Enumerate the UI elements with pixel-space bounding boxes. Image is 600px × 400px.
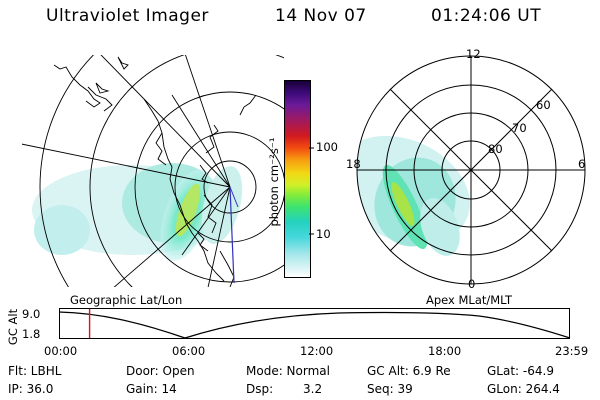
color-scale-bar <box>284 80 311 278</box>
apex-panel-label: Apex MLat/MLT <box>426 293 513 307</box>
mlt-label-18: 18 <box>346 157 361 171</box>
color-scale-ticks <box>309 147 314 235</box>
gc-alt-info: GC Alt: 6.9 Re <box>367 364 451 378</box>
altitude-tick-low: 1.8 <box>22 327 41 341</box>
mlat-label-70: 70 <box>512 121 527 135</box>
altitude-curve <box>58 311 571 339</box>
date-label: 14 Nov 07 <box>275 6 367 26</box>
colorbar-tick-100: 100 <box>316 140 338 154</box>
altitude-tick-high: 9.0 <box>22 307 41 321</box>
geographic-panel-label: Geographic Lat/Lon <box>70 293 183 307</box>
glat-info: GLat: -64.9 <box>487 364 554 378</box>
altitude-axis-label: GC Alt <box>6 308 20 346</box>
mode-info: Mode: Normal <box>246 364 330 378</box>
door-info: Door: Open <box>126 364 195 378</box>
mlat-label-80: 80 <box>488 142 503 156</box>
filter-info: Flt: LBHL <box>8 364 62 378</box>
dsp-label: Dsp: <box>246 382 274 396</box>
time-tick-2359: 23:59 <box>555 344 589 358</box>
altitude-plot <box>58 308 571 339</box>
uv-emission-geographic <box>32 163 243 261</box>
geographic-map <box>22 55 284 287</box>
time-tick-0600: 06:00 <box>172 344 206 358</box>
ip-info: IP: 36.0 <box>8 382 54 396</box>
polar-mlt-plot <box>356 55 586 285</box>
polar-grid <box>356 55 586 285</box>
time-tick-1200: 12:00 <box>300 344 334 358</box>
uv-emission-polar <box>357 135 470 256</box>
seq-info: Seq: 39 <box>367 382 413 396</box>
gain-info: Gain: 14 <box>126 382 177 396</box>
dsp-value: 3.2 <box>303 382 323 396</box>
spacecraft-meridian-line <box>229 186 235 284</box>
lat-lon-grid <box>22 55 284 287</box>
glon-info: GLon: 264.4 <box>487 382 560 396</box>
instrument-title: Ultraviolet Imager <box>46 6 209 26</box>
time-label: 01:24:06 UT <box>431 6 542 26</box>
colorbar-unit-label: photon cm⁻²s⁻¹ <box>267 137 281 227</box>
time-tick-1800: 18:00 <box>428 344 462 358</box>
coastlines <box>53 56 257 287</box>
mlat-label-60: 60 <box>536 98 551 112</box>
mlt-label-0: 0 <box>468 277 476 291</box>
mlt-label-12: 12 <box>466 47 481 61</box>
time-tick-0000: 00:00 <box>44 344 78 358</box>
colorbar-tick-10: 10 <box>316 227 331 241</box>
mlt-label-6: 6 <box>578 157 586 171</box>
